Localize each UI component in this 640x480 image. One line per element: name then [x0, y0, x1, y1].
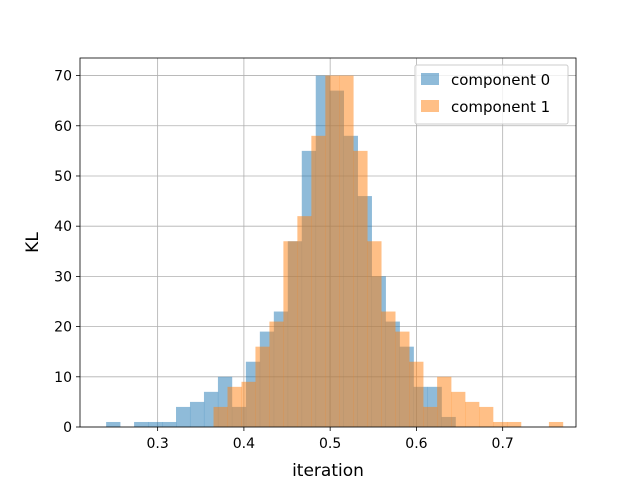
legend-swatch-component-1: [421, 100, 439, 112]
y-tick-label: 40: [54, 219, 72, 235]
histogram-bar: [479, 406, 494, 427]
histogram-bar: [465, 401, 480, 427]
histogram-bar: [381, 311, 396, 427]
y-axis: 0 10 20 30 40 50 60 70: [54, 69, 80, 436]
x-tick-label: 0.7: [492, 436, 514, 452]
histogram-bar: [395, 331, 410, 427]
y-tick-label: 10: [54, 370, 72, 386]
legend-box: [414, 64, 569, 125]
x-tick-label: 0.4: [233, 436, 255, 452]
histogram-bar: [269, 321, 284, 427]
histogram-bar: [255, 346, 270, 427]
histogram-bar: [189, 401, 205, 427]
y-tick-label: 20: [54, 320, 72, 336]
histogram-bar: [106, 421, 121, 427]
x-axis-label: iteration: [292, 461, 364, 480]
histogram-bar: [548, 421, 564, 427]
histogram-bar: [367, 241, 382, 427]
histogram-bar: [409, 361, 424, 427]
histogram-bar: [227, 386, 242, 427]
x-axis: 0.3 0.4 0.5 0.6 0.7: [147, 427, 514, 452]
histogram-bar: [311, 135, 326, 427]
histogram-bar: [437, 376, 452, 427]
histogram-bar: [325, 75, 340, 428]
plot-frame: [79, 57, 577, 428]
histogram-bar: [162, 421, 177, 427]
histogram-bar: [353, 150, 368, 427]
x-tick-label: 0.3: [147, 436, 169, 452]
x-tick-label: 0.6: [405, 436, 427, 452]
legend-label-component-0: component 0: [451, 71, 550, 89]
legend-swatch-component-0: [421, 73, 439, 85]
histogram-bar: [339, 75, 354, 428]
histogram-bar: [423, 406, 438, 427]
histogram-bar: [134, 421, 149, 427]
y-axis-label: KL: [23, 232, 43, 253]
series-component-1: [213, 75, 564, 428]
x-tick-label: 0.5: [319, 436, 341, 452]
histogram-bar: [176, 406, 191, 427]
histogram-bar: [241, 381, 256, 427]
histogram-bars: [106, 75, 564, 428]
histogram-bar: [451, 391, 466, 427]
legend: component 0 component 1: [414, 64, 569, 125]
histogram-bar: [283, 241, 298, 427]
histogram-bar: [493, 421, 508, 427]
histogram-bar: [297, 216, 312, 427]
y-tick-label: 50: [54, 169, 72, 185]
histogram-bar: [506, 421, 522, 427]
legend-label-component-1: component 1: [451, 98, 550, 116]
y-tick-label: 70: [54, 69, 72, 85]
y-tick-label: 60: [54, 119, 72, 135]
histogram-bar: [148, 421, 163, 427]
histogram-bar: [213, 406, 228, 427]
y-tick-label: 30: [54, 269, 72, 285]
y-tick-label: 0: [63, 420, 72, 436]
